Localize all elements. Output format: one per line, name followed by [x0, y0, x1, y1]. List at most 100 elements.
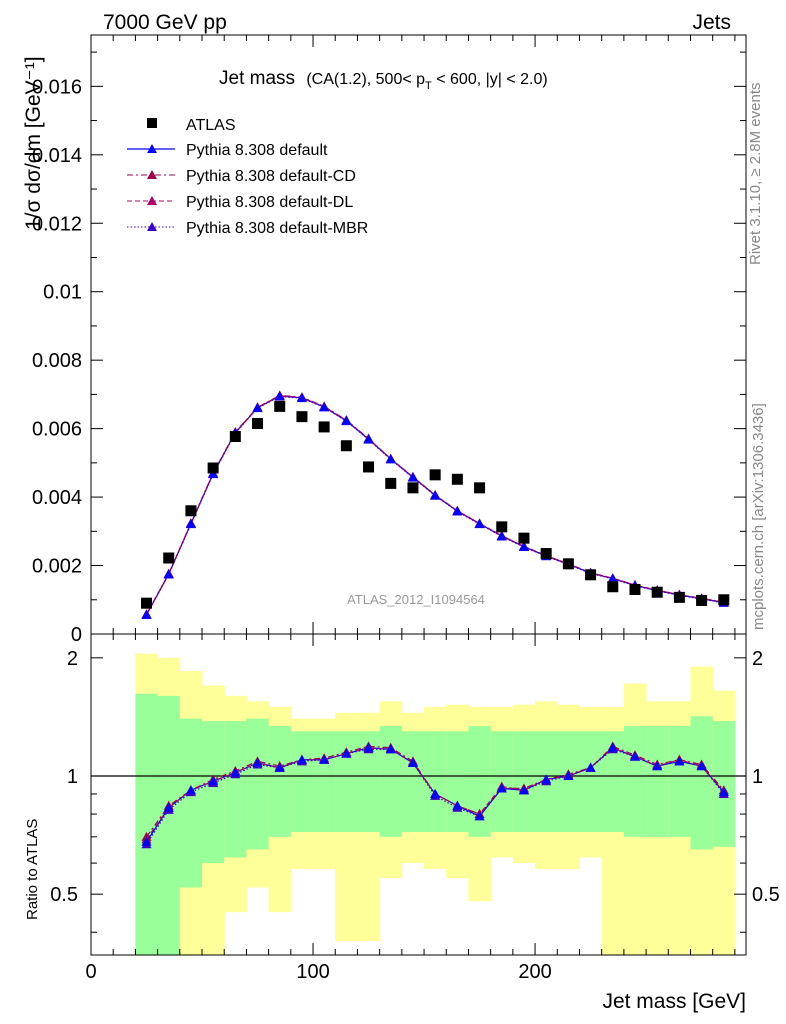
atlas-data-point — [318, 421, 330, 433]
series-point-default — [163, 569, 174, 579]
ratio-point-default — [208, 776, 219, 786]
ratio-point-default — [541, 774, 552, 784]
ratio-point-default — [341, 748, 352, 758]
series-point-default — [474, 518, 485, 528]
atlas-data-point — [363, 461, 375, 473]
series-point-default — [407, 472, 418, 482]
band-inner-bin — [601, 731, 625, 833]
atlas-data-point — [718, 594, 730, 606]
ratio-point-default — [319, 754, 330, 764]
ratio-point-default — [385, 744, 396, 754]
ratio-point-default — [629, 751, 640, 761]
plot-title: Jet mass (CA(1.2), 500< pT < 600, |y| < … — [219, 68, 548, 92]
band-inner-bin — [468, 726, 492, 837]
band-inner-bin — [357, 731, 381, 833]
ratio-point-default — [652, 761, 663, 771]
x-tick-label: 100 — [296, 961, 329, 983]
ratio-point-default — [230, 767, 241, 777]
series-point-default — [607, 573, 618, 583]
y-tick-label: 0.012 — [32, 213, 82, 235]
mcplots-label: mcplots.cern.ch [arXiv:1306.3436] — [750, 403, 767, 630]
band-inner-bin — [646, 726, 669, 837]
band-inner-bin — [202, 721, 225, 864]
y-tick-label: 0.01 — [43, 282, 82, 304]
x-axis-title: Jet mass [GeV] — [602, 990, 746, 1013]
atlas-data-point — [207, 462, 219, 474]
ratio-point-default — [452, 800, 463, 810]
ratio-point-default — [696, 761, 707, 771]
band-inner-bin — [490, 731, 514, 833]
atlas-data-point — [651, 586, 663, 598]
band-inner-bin — [712, 721, 736, 847]
y-tick-label: 0.008 — [32, 350, 82, 372]
band-inner-bin — [224, 721, 247, 858]
y-tick-label: 0.006 — [32, 419, 82, 441]
atlas-data-point — [141, 597, 153, 609]
plot-elements: 0 100 200 0 0.002 0.004 0.006 0.008 0.01 0.012 0.0… — [32, 34, 780, 983]
series-line-default — [145, 395, 724, 616]
atlas-data-point — [540, 548, 552, 560]
ratio-point-default — [430, 788, 441, 798]
series-point-default — [296, 392, 307, 402]
legend-label-cd: Pythia 8.308 default-CD — [186, 168, 356, 185]
series-line-mbr — [145, 395, 724, 616]
ratio-point-default — [185, 785, 196, 795]
plot-title-cuts-b: < 600, |y| < 2.0) — [432, 71, 548, 88]
legend-marker-dl — [147, 196, 157, 205]
band-inner-bin — [401, 731, 425, 833]
legend-marker-atlas — [147, 118, 157, 128]
series-point-default — [141, 609, 152, 619]
legend-label-default: Pythia 8.308 default — [186, 142, 328, 159]
ratio-point-default — [585, 762, 596, 772]
atlas-data-point — [229, 431, 241, 443]
atlas-data-point — [496, 521, 508, 533]
band-inner-bin — [690, 716, 714, 850]
y-axis-title-main: 1/σ dσ/dm [GeV⁻¹] — [22, 56, 45, 230]
legend-marker-cd — [147, 170, 157, 179]
y-tick-label: 0.016 — [32, 76, 82, 98]
plot-title-cuts-sub: T — [425, 80, 432, 92]
ratio-point-default — [718, 787, 729, 797]
atlas-data-point — [429, 469, 441, 481]
ratio-point-default — [363, 742, 374, 752]
legend-marker-default — [147, 144, 157, 153]
ratio-point-default — [607, 742, 618, 752]
legend-label-dl: Pythia 8.308 default-DL — [186, 194, 353, 211]
band-inner-bin — [668, 726, 691, 837]
rivet-version-label: Rivet 3.1.10, ≥ 2.8M events — [747, 83, 764, 266]
legend: ATLAS Pythia 8.308 default Pythia 8.308 … — [127, 117, 368, 237]
ratio-point-cd — [141, 831, 152, 841]
x-tick-label: 0 — [85, 961, 96, 983]
atlas-data-point — [607, 581, 619, 593]
band-inner-bin — [135, 693, 159, 955]
series-point-default — [319, 402, 330, 412]
band-inner-bin — [379, 726, 403, 837]
atlas-data-point — [185, 505, 197, 517]
band-inner-bin — [157, 695, 181, 955]
atlas-data-point — [585, 569, 597, 581]
band-inner-bin — [579, 731, 603, 833]
series-point-default — [385, 454, 396, 464]
ratio-point-default — [496, 783, 507, 793]
y-tick-label: 0.002 — [32, 556, 82, 578]
header-energy: 7000 GeV pp — [103, 11, 227, 34]
ratio-y-tick-label: 2 — [67, 648, 78, 670]
atlas-data-point — [163, 552, 175, 564]
band-inner-bin — [623, 726, 647, 837]
y-axis-title-ratio: Ratio to ATLAS — [24, 819, 41, 920]
ratio-point-default — [252, 757, 263, 767]
atlas-data-point — [451, 473, 463, 485]
ratio-y-tick-label-right: 1 — [752, 766, 763, 788]
ratio-point-default — [563, 771, 574, 781]
ratio-point-default — [518, 785, 529, 795]
x-tick-label: 200 — [518, 961, 551, 983]
ratio-point-default — [274, 762, 285, 772]
atlas-data-point — [407, 482, 419, 494]
ratio-point-default — [407, 757, 418, 767]
legend-marker-mbr — [147, 222, 157, 231]
ratio-point-default — [474, 811, 485, 821]
atlas-data-point — [385, 477, 397, 489]
band-inner-bin — [290, 731, 314, 833]
ratio-point-default — [163, 802, 174, 812]
